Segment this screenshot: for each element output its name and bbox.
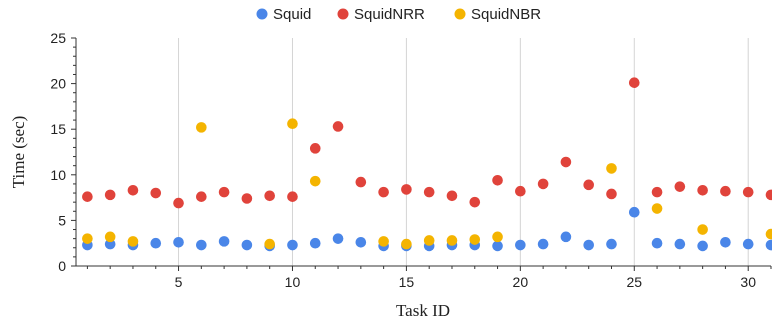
legend-label-squidnbr: SquidNBR bbox=[471, 6, 541, 23]
data-point-squidnbr bbox=[766, 229, 772, 240]
x-tick-label: 10 bbox=[285, 274, 301, 290]
x-tick-label: 30 bbox=[740, 274, 756, 290]
data-point-squidnrr bbox=[583, 180, 594, 191]
data-point-squidnrr bbox=[652, 187, 663, 198]
data-point-squid bbox=[697, 241, 708, 252]
data-point-squidnbr bbox=[310, 176, 321, 187]
data-point-squidnrr bbox=[515, 186, 526, 197]
data-points bbox=[82, 77, 772, 251]
data-point-squid bbox=[538, 239, 549, 250]
data-point-squidnbr bbox=[105, 232, 116, 243]
data-point-squid bbox=[561, 232, 572, 243]
data-point-squidnrr bbox=[150, 188, 161, 199]
data-point-squidnrr bbox=[720, 186, 731, 197]
data-point-squidnrr bbox=[561, 157, 572, 168]
data-point-squidnrr bbox=[173, 198, 184, 209]
data-point-squidnrr bbox=[469, 197, 480, 208]
data-point-squid bbox=[652, 238, 663, 249]
data-point-squidnrr bbox=[356, 177, 367, 188]
data-point-squidnrr bbox=[287, 191, 298, 202]
series-squidnrr bbox=[82, 77, 772, 208]
y-axis-title: Time (sec) bbox=[9, 116, 28, 189]
data-point-squidnbr bbox=[424, 235, 435, 246]
data-point-squidnrr bbox=[675, 181, 686, 192]
data-point-squid bbox=[356, 237, 367, 248]
data-point-squidnrr bbox=[538, 179, 549, 190]
data-point-squidnrr bbox=[333, 121, 344, 132]
y-tick-label: 5 bbox=[58, 212, 66, 228]
y-tick-label: 25 bbox=[50, 30, 66, 46]
legend-marker-squid bbox=[257, 9, 268, 20]
data-point-squid bbox=[629, 207, 640, 218]
series-squidnbr bbox=[82, 118, 772, 249]
chart-legend: Squid SquidNRR SquidNBR bbox=[257, 6, 542, 23]
data-point-squid bbox=[287, 240, 298, 251]
data-point-squid bbox=[583, 240, 594, 251]
data-point-squid bbox=[219, 236, 230, 247]
data-point-squid bbox=[515, 240, 526, 251]
data-point-squidnrr bbox=[743, 187, 754, 198]
data-point-squidnbr bbox=[287, 118, 298, 129]
data-point-squidnrr bbox=[606, 189, 617, 200]
data-point-squidnbr bbox=[652, 203, 663, 214]
data-point-squid bbox=[242, 240, 253, 251]
data-point-squidnbr bbox=[401, 239, 412, 250]
legend-marker-squidnbr bbox=[455, 9, 466, 20]
data-point-squid bbox=[766, 240, 772, 251]
x-tick-label: 5 bbox=[175, 274, 183, 290]
data-point-squid bbox=[150, 238, 161, 249]
data-point-squid bbox=[675, 239, 686, 250]
data-point-squidnbr bbox=[447, 235, 458, 246]
data-point-squidnrr bbox=[447, 190, 458, 201]
x-tick-label: 20 bbox=[513, 274, 529, 290]
legend-marker-squidnrr bbox=[338, 9, 349, 20]
data-point-squid bbox=[743, 239, 754, 250]
data-point-squidnbr bbox=[264, 239, 275, 250]
data-point-squidnbr bbox=[128, 236, 139, 247]
y-tick-label: 10 bbox=[50, 167, 66, 183]
legend-label-squid: Squid bbox=[273, 6, 311, 23]
x-axis-title: Task ID bbox=[396, 301, 450, 320]
data-point-squidnrr bbox=[492, 175, 503, 186]
axes bbox=[76, 38, 771, 266]
data-point-squid bbox=[492, 241, 503, 252]
axis-ticks: 5 10 15 20 25 30 0 5 10 15 20 25 bbox=[50, 30, 771, 290]
data-point-squid bbox=[196, 240, 207, 251]
data-point-squidnrr bbox=[105, 190, 116, 201]
data-point-squidnbr bbox=[697, 224, 708, 235]
data-point-squidnbr bbox=[606, 163, 617, 174]
y-tick-label: 0 bbox=[58, 258, 66, 274]
data-point-squidnrr bbox=[196, 191, 207, 202]
data-point-squidnrr bbox=[766, 190, 772, 201]
y-tick-label: 15 bbox=[50, 121, 66, 137]
data-point-squid bbox=[606, 239, 617, 250]
data-point-squidnrr bbox=[424, 187, 435, 198]
data-point-squidnbr bbox=[196, 122, 207, 133]
x-tick-label: 25 bbox=[626, 274, 642, 290]
data-point-squid bbox=[173, 237, 184, 248]
legend-label-squidnrr: SquidNRR bbox=[354, 6, 425, 23]
data-point-squidnrr bbox=[378, 187, 389, 198]
data-point-squidnrr bbox=[310, 143, 321, 154]
data-point-squidnrr bbox=[128, 185, 139, 196]
y-tick-label: 20 bbox=[50, 76, 66, 92]
data-point-squidnbr bbox=[82, 233, 93, 244]
data-point-squidnbr bbox=[469, 234, 480, 245]
x-tick-label: 15 bbox=[399, 274, 415, 290]
data-point-squidnrr bbox=[629, 77, 640, 88]
data-point-squidnrr bbox=[401, 184, 412, 195]
data-point-squidnrr bbox=[264, 190, 275, 201]
data-point-squidnbr bbox=[492, 232, 503, 243]
data-point-squidnrr bbox=[697, 185, 708, 196]
data-point-squidnrr bbox=[242, 193, 253, 204]
data-point-squid bbox=[310, 238, 321, 249]
grid-lines bbox=[179, 38, 749, 266]
data-point-squidnrr bbox=[82, 191, 93, 202]
data-point-squid bbox=[720, 237, 731, 248]
data-point-squid bbox=[333, 233, 344, 244]
data-point-squidnbr bbox=[378, 236, 389, 247]
data-point-squidnrr bbox=[219, 187, 230, 198]
